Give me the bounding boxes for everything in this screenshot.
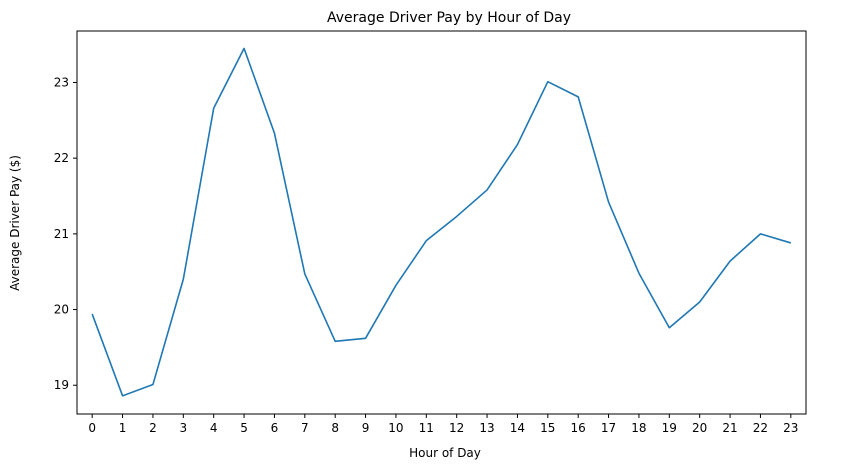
y-tick-label: 19 (54, 378, 69, 392)
x-tick-label: 13 (479, 421, 494, 435)
x-tick-label: 10 (388, 421, 403, 435)
x-tick-label: 8 (331, 421, 339, 435)
x-tick-label: 15 (540, 421, 555, 435)
x-tick-label: 16 (571, 421, 586, 435)
y-tick-label: 20 (54, 303, 69, 317)
x-tick-label: 0 (88, 421, 96, 435)
x-tick-label: 20 (692, 421, 707, 435)
x-tick-label: 17 (601, 421, 616, 435)
x-tick-label: 23 (783, 421, 798, 435)
chart-title: Average Driver Pay by Hour of Day (327, 10, 571, 26)
x-tick-label: 9 (362, 421, 370, 435)
y-tick-label: 23 (54, 75, 69, 89)
series-group (91, 47, 792, 397)
x-tick-label: 5 (240, 421, 248, 435)
x-tick-label: 12 (449, 421, 464, 435)
x-tick-label: 1 (119, 421, 127, 435)
y-tick-label: 21 (54, 227, 69, 241)
y-tick-label: 22 (54, 151, 69, 165)
x-axis-label: Hour of Day (409, 446, 481, 460)
x-tick-label: 3 (179, 421, 187, 435)
x-tick-label: 2 (149, 421, 157, 435)
x-tick-label: 21 (722, 421, 737, 435)
series-line (91, 47, 792, 397)
y-axis-label: Average Driver Pay ($) (8, 155, 22, 291)
x-tick-label: 7 (301, 421, 309, 435)
x-tick-label: 11 (419, 421, 434, 435)
x-tick-label: 4 (210, 421, 218, 435)
plot-area (76, 30, 807, 415)
x-tick-label: 19 (662, 421, 677, 435)
x-tick-label: 14 (510, 421, 525, 435)
y-axis: 19 20 21 22 23 (54, 75, 77, 392)
x-tick-label: 6 (271, 421, 279, 435)
x-tick-label: 18 (631, 421, 646, 435)
x-axis: 0 1 2 3 4 5 6 7 8 9 10 11 12 13 14 15 16 17 18 19 20 21 22 23 (88, 414, 798, 435)
x-tick-label: 22 (753, 421, 768, 435)
